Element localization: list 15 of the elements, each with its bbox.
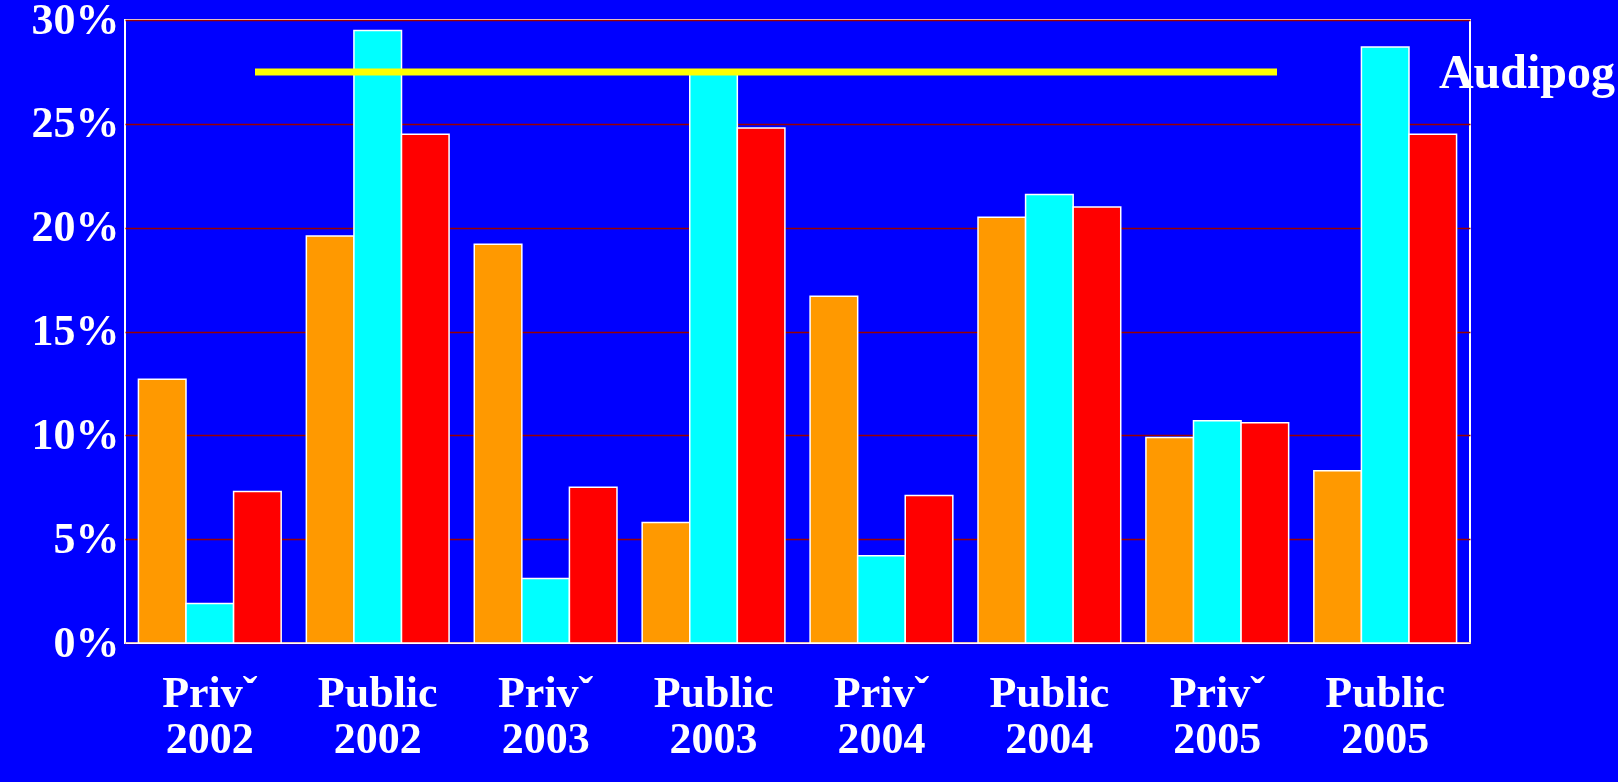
x-tick-label: Public 2003	[653, 667, 774, 763]
x-tick-label: Privˇ 2005	[1169, 667, 1266, 763]
x-tick-label: Privˇ 2002	[162, 667, 258, 763]
y-tick-label: 25%	[31, 98, 120, 148]
x-tick-label: Public 2002	[317, 667, 438, 763]
y-tick-label: 5%	[53, 513, 120, 563]
y-tick-label: 0%	[53, 617, 120, 667]
x-tick-label: Public 2005	[1325, 667, 1446, 763]
y-tick-label: 20%	[31, 202, 120, 252]
x-tick-label: Privˇ 2003	[497, 667, 594, 763]
x-tick-label: Public 2004	[989, 667, 1110, 763]
y-tick-label: 10%	[31, 409, 120, 459]
x-tick-label: Privˇ 2004	[833, 667, 930, 763]
y-tick-label: 15%	[31, 306, 120, 355]
y-tick-label: 30%	[31, 0, 120, 44]
